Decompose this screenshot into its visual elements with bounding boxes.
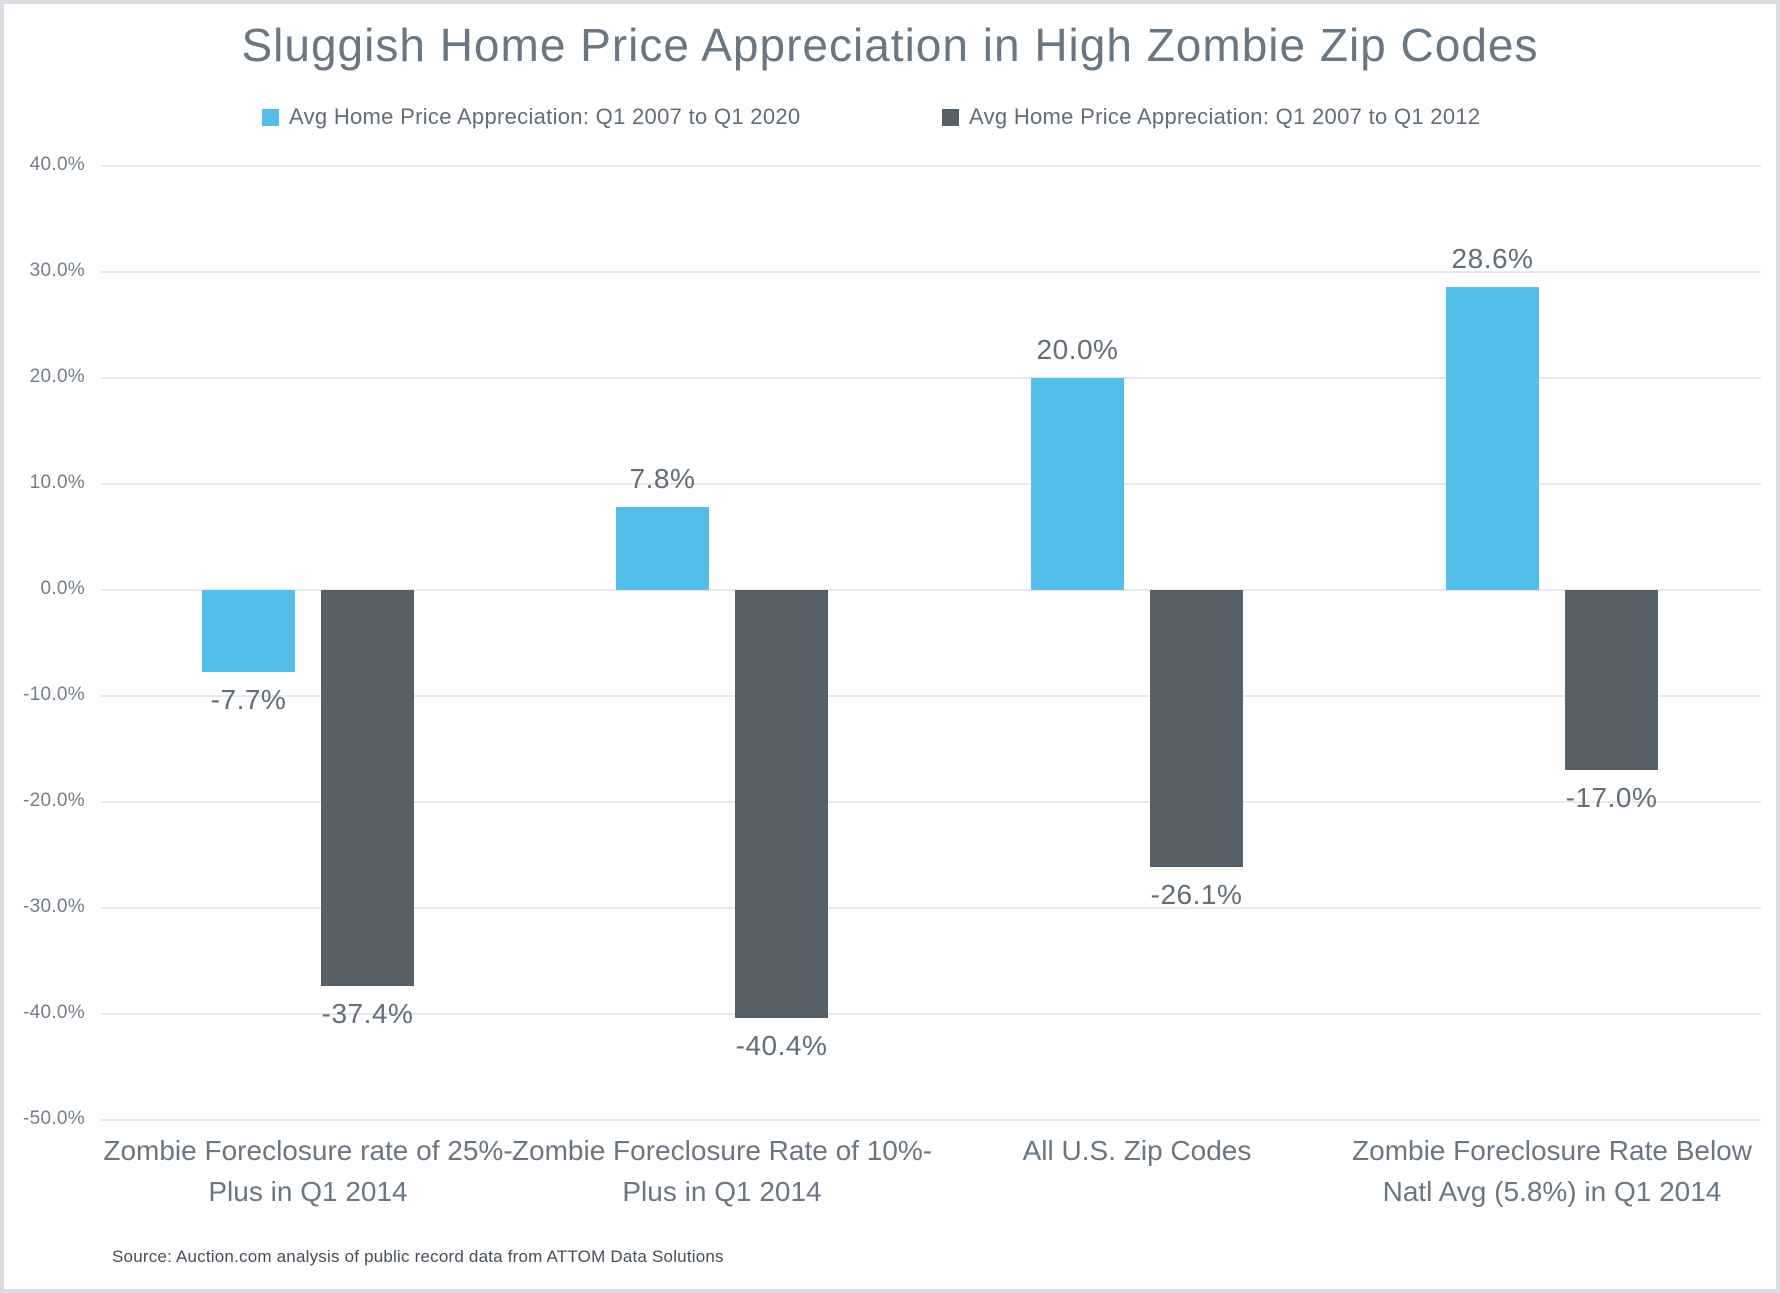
- y-axis-tick-label: 40.0%: [29, 154, 85, 175]
- gridline: [101, 271, 1761, 273]
- gridline: [101, 1013, 1761, 1015]
- y-axis-tick-label: 30.0%: [29, 260, 85, 281]
- bar-series1-group2: [616, 507, 709, 590]
- gridline: [101, 165, 1761, 167]
- gridline: [101, 801, 1761, 803]
- legend-label-2020: Avg Home Price Appreciation: Q1 2007 to …: [289, 104, 801, 129]
- bar-value-label: -17.0%: [1565, 782, 1658, 814]
- bar-value-label: -37.4%: [321, 998, 414, 1030]
- gridline: [101, 483, 1761, 485]
- bar-series2-group3: [1150, 590, 1243, 867]
- bar-value-label: -26.1%: [1150, 878, 1243, 910]
- legend-item-2020: Avg Home Price Appreciation: Q1 2007 to …: [262, 104, 800, 130]
- plot-area: 40.0% 30.0% 20.0% 10.0% 0.0% -10.0% -20.0% -30.…: [4, 4, 1776, 1289]
- y-axis-tick-label: -20.0%: [22, 790, 85, 811]
- bar-series2-group2: [735, 590, 828, 1019]
- bar-series2-group1: [321, 590, 414, 987]
- x-axis-category-label: All U.S. Zip Codes: [1022, 1135, 1252, 1166]
- legend-swatch-2012-icon: [942, 108, 959, 126]
- bar-series1-group4: [1446, 286, 1539, 590]
- legend-swatch-2020-icon: [262, 108, 279, 126]
- gridline: [101, 377, 1761, 379]
- bar-series1-group3: [1031, 378, 1124, 590]
- chart-title: Sluggish Home Price Appreciation in High…: [241, 19, 1539, 71]
- gridline: [101, 907, 1761, 909]
- y-axis-tick-label: -40.0%: [22, 1002, 85, 1023]
- bar-series1-group1: [202, 590, 295, 672]
- bar-value-label: 28.6%: [1451, 242, 1534, 274]
- bar-value-label: -40.4%: [735, 1030, 828, 1062]
- bar-value-label: 7.8%: [629, 463, 696, 495]
- y-axis-tick-label: 20.0%: [29, 366, 85, 387]
- y-axis-tick-label: 0.0%: [40, 578, 85, 599]
- y-axis-tick-label: -10.0%: [22, 684, 85, 705]
- gridline: [101, 695, 1761, 697]
- gridline: [101, 589, 1761, 591]
- x-axis-category-label: Zombie Foreclosure Rate Below Natl Avg (…: [1352, 1135, 1752, 1207]
- y-axis-tick-label: -50.0%: [22, 1108, 85, 1129]
- bar-series2-group4: [1565, 590, 1658, 771]
- y-axis-tick-label: 10.0%: [29, 472, 85, 493]
- source-note: Source: Auction.com analysis of public r…: [112, 1247, 724, 1266]
- gridline: [101, 1119, 1761, 1121]
- y-axis-tick-label: -30.0%: [22, 896, 85, 917]
- bar-value-label: 20.0%: [1036, 334, 1119, 365]
- bar-value-label: -7.7%: [210, 683, 287, 715]
- legend-item-2012: Avg Home Price Appreciation: Q1 2007 to …: [942, 104, 1480, 130]
- x-axis-category-label: Zombie Foreclosure rate of 25%-Plus in Q…: [103, 1135, 513, 1207]
- x-axis-category-label: Zombie Foreclosure Rate of 10%-Plus in Q…: [511, 1135, 933, 1207]
- legend-label-2012: Avg Home Price Appreciation: Q1 2007 to …: [969, 104, 1481, 129]
